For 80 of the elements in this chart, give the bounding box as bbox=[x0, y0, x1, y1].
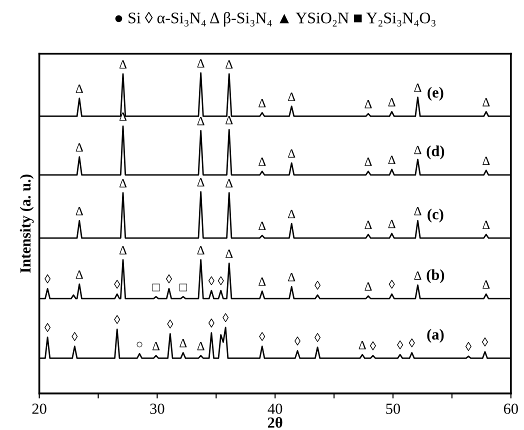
annotation: Δ bbox=[364, 282, 372, 291]
annotation: Δ bbox=[197, 246, 204, 254]
annotation: ◊ bbox=[370, 341, 376, 350]
annotation: Δ bbox=[226, 179, 233, 188]
annotation: ◊ bbox=[44, 274, 51, 284]
annotation: Δ bbox=[226, 116, 233, 124]
annotation: Δ bbox=[482, 220, 490, 230]
annotation: Δ bbox=[288, 149, 296, 158]
annotation: ◊ bbox=[166, 274, 172, 284]
annotation: Δ bbox=[197, 59, 204, 68]
series-label: (c) bbox=[428, 208, 444, 223]
annotation: Δ bbox=[364, 158, 372, 166]
annotation: Δ bbox=[258, 278, 266, 286]
annotation: ◊ bbox=[397, 340, 404, 350]
annotation: □ bbox=[152, 284, 160, 292]
annotation: ◊ bbox=[72, 332, 78, 341]
annotation: Δ bbox=[288, 92, 296, 101]
annotation: Δ bbox=[258, 158, 266, 166]
annotation: Δ bbox=[388, 98, 396, 106]
annotation: Δ bbox=[76, 84, 83, 93]
x-tick-label: 50 bbox=[386, 404, 400, 414]
annotation: Δ bbox=[119, 246, 127, 254]
annotation: Δ bbox=[288, 210, 296, 218]
annotation: Δ bbox=[226, 250, 233, 258]
annotation: Δ bbox=[258, 222, 266, 230]
annotation: ◊ bbox=[218, 276, 224, 286]
annotation: Δ bbox=[388, 156, 396, 164]
x-tick-label: 60 bbox=[504, 404, 518, 414]
annotation: Δ bbox=[482, 156, 490, 165]
annotation: Δ bbox=[364, 100, 372, 108]
annotation: ◊ bbox=[208, 318, 214, 328]
annotation: Δ bbox=[388, 220, 396, 228]
annotation: ◊ bbox=[114, 280, 120, 289]
annotation: ◊ bbox=[259, 332, 266, 341]
y-axis-title: Intensity (a. u.) bbox=[20, 174, 34, 273]
series-label: (e) bbox=[428, 86, 444, 101]
annotation: Δ bbox=[288, 273, 296, 282]
annotation: Δ bbox=[180, 339, 187, 348]
annotation: ◊ bbox=[408, 338, 415, 348]
x-tick-label: 20 bbox=[32, 404, 46, 414]
annotation: Δ bbox=[358, 340, 366, 350]
annotation: Δ bbox=[119, 60, 127, 68]
annotation: ◊ bbox=[465, 342, 472, 351]
annotation: Δ bbox=[226, 60, 233, 68]
series-label: (a) bbox=[427, 328, 444, 343]
annotation: Δ bbox=[76, 270, 83, 279]
annotation: Δ bbox=[258, 99, 266, 108]
annotation: ◊ bbox=[208, 276, 214, 286]
annotation: ◊ bbox=[314, 280, 321, 290]
annotation: ◊ bbox=[167, 320, 174, 328]
annotation: ◊ bbox=[222, 313, 229, 322]
x-axis-title: 2θ bbox=[268, 416, 282, 428]
annotation: Δ bbox=[152, 342, 160, 350]
x-tick-label: 40 bbox=[268, 404, 282, 414]
annotation: Δ bbox=[197, 178, 204, 186]
annotation: Δ bbox=[76, 143, 83, 152]
annotation: ◊ bbox=[294, 336, 301, 346]
annotation: ◊ bbox=[482, 338, 488, 346]
annotation: Δ bbox=[364, 220, 372, 230]
annotation: Δ bbox=[414, 271, 422, 280]
annotation: Δ bbox=[197, 116, 204, 126]
series-label: (b) bbox=[426, 269, 444, 284]
annotation: Δ bbox=[482, 280, 490, 289]
annotation: ◊ bbox=[388, 280, 395, 289]
annotation: Δ bbox=[414, 84, 422, 92]
x-tick-label: 30 bbox=[150, 404, 164, 414]
series-label: (d) bbox=[426, 146, 444, 160]
annotation: Δ bbox=[119, 179, 127, 188]
annotation: Δ bbox=[414, 146, 422, 154]
annotation: ◊ bbox=[314, 333, 321, 342]
annotation: □ bbox=[179, 284, 187, 292]
annotation: Δ bbox=[482, 98, 490, 106]
annotation: ◊ bbox=[44, 323, 51, 332]
annotation: Δ bbox=[119, 112, 127, 121]
annotation: Δ bbox=[197, 342, 204, 350]
annotation: Δ bbox=[414, 207, 422, 216]
annotation: ○ bbox=[136, 342, 142, 348]
chart-title: ● Si ◊ α-Si₃N₄ Δ β-Si₃N₄ ▲ YSiO₂N ■ Y₂Si₃N₄O₃ bbox=[115, 12, 436, 27]
annotation: ◊ bbox=[114, 315, 120, 324]
annotation: Δ bbox=[76, 207, 83, 216]
